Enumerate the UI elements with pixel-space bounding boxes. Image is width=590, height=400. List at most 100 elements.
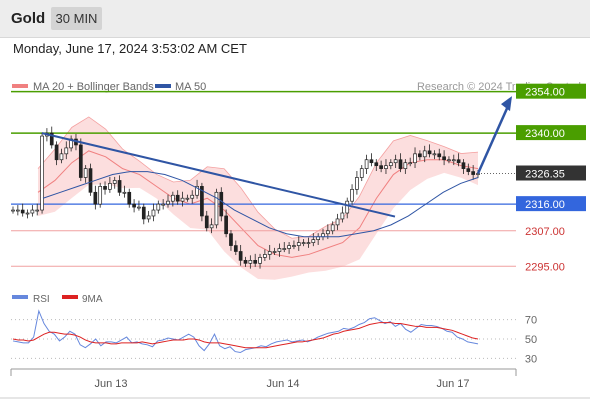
candle-body — [350, 188, 354, 202]
candle-body — [292, 245, 296, 247]
candle-body — [296, 242, 301, 246]
support-level-label: 2316.00 — [525, 199, 565, 211]
candle-body — [272, 251, 277, 253]
rsi-line — [12, 309, 479, 354]
timestamp: Monday, June 17, 2024 3:53:02 AM CET — [13, 41, 247, 56]
legend-ma50-swatch — [155, 84, 171, 88]
level-labels: 2354.00 2340.00 2326.35 2316.00 2307.00 2295.… — [516, 83, 586, 273]
candlesticks — [11, 126, 480, 269]
candle-body — [78, 144, 83, 178]
support-level-tag — [516, 196, 586, 212]
candle-body — [108, 183, 112, 190]
rsi-ma-line — [12, 322, 479, 349]
candle-body — [54, 144, 59, 161]
candle-body — [214, 191, 219, 226]
candle-body — [456, 159, 461, 164]
candle-body — [258, 257, 262, 264]
candle-body — [161, 203, 166, 206]
candle-body — [170, 194, 175, 202]
candle-body — [263, 254, 267, 258]
falling-trendline — [41, 132, 396, 218]
candle-body — [471, 171, 476, 175]
candle-body — [30, 209, 35, 214]
candle-body — [180, 197, 185, 202]
candle-body — [229, 233, 233, 246]
candle-body — [243, 260, 248, 264]
candle-body — [355, 177, 359, 190]
candle-body — [40, 135, 44, 211]
candle-body — [330, 224, 335, 232]
candle-body — [447, 159, 451, 162]
candle-body — [88, 168, 93, 193]
candle-body — [185, 197, 190, 200]
candle-body — [248, 260, 253, 264]
candle-body — [335, 218, 340, 226]
candle-body — [369, 159, 374, 164]
candle-body — [117, 180, 122, 193]
candle-body — [393, 159, 398, 164]
candle-body — [25, 212, 30, 215]
candle-body — [156, 203, 161, 211]
candle-body — [49, 132, 54, 146]
legend-rsi-swatch — [12, 295, 28, 299]
candle-body — [141, 206, 146, 220]
candle-body — [195, 186, 199, 196]
candle-body — [137, 206, 141, 209]
rsi-tick-label: 30 — [525, 353, 537, 365]
candle-body — [287, 245, 291, 249]
candle-body — [151, 209, 156, 217]
legend-ma50-label: MA 50 — [175, 81, 206, 93]
candle-body — [190, 194, 195, 199]
candle-body — [301, 242, 306, 244]
candle-body — [408, 162, 413, 165]
candle-body — [204, 215, 209, 229]
chart-overlays — [41, 96, 512, 238]
candle-body — [340, 212, 345, 220]
rsi-tick-label: 50 — [525, 334, 537, 346]
timeframe-button[interactable]: 30 MIN — [51, 7, 102, 30]
resistance-level-tag — [516, 125, 586, 141]
candle-body — [238, 251, 243, 261]
candle-body — [345, 200, 350, 214]
candle-body — [166, 200, 170, 205]
price-levels — [11, 90, 516, 267]
candle-body — [364, 159, 369, 169]
candle-body — [422, 150, 427, 158]
candle-body — [200, 186, 204, 217]
candle-body — [127, 191, 132, 205]
projection-arrow-head — [501, 96, 512, 112]
candle-body — [267, 251, 272, 255]
bollinger-band-fill — [38, 116, 478, 280]
candle-body — [93, 191, 98, 205]
last-price-tag — [516, 165, 586, 181]
candle-body — [15, 209, 20, 212]
candle-body — [306, 242, 311, 244]
projection-arrow-line — [476, 105, 510, 175]
last-price-label: 2326.35 — [525, 169, 565, 181]
x-tick-label: Jun 17 — [436, 378, 469, 390]
candle-body — [20, 209, 25, 214]
resistance-level-label: 2354.00 — [525, 87, 565, 99]
legend-rsi-label: RSI — [33, 294, 50, 305]
candle-body — [325, 230, 330, 235]
candle-body — [432, 153, 437, 156]
x-tick-label: Jun 13 — [94, 378, 127, 390]
resistance-level-tag — [516, 83, 586, 99]
candle-body — [461, 162, 466, 169]
rsi-tick-label: 70 — [525, 315, 537, 327]
candle-body — [11, 209, 15, 212]
candle-body — [379, 165, 383, 169]
minor-level-label: 2307.00 — [525, 226, 565, 238]
candle-body — [233, 245, 238, 252]
candle-body — [253, 260, 258, 264]
candle-body — [122, 191, 127, 194]
candle-body — [384, 165, 388, 169]
candle-body — [282, 248, 287, 250]
candle-body — [442, 156, 446, 161]
candle-body — [311, 239, 316, 243]
legend-bollinger-label: MA 20 + Bollinger Bands — [33, 81, 154, 93]
candle-body — [277, 248, 282, 252]
legend-rsi-ma-swatch — [62, 295, 78, 299]
ma50-line — [42, 171, 479, 238]
